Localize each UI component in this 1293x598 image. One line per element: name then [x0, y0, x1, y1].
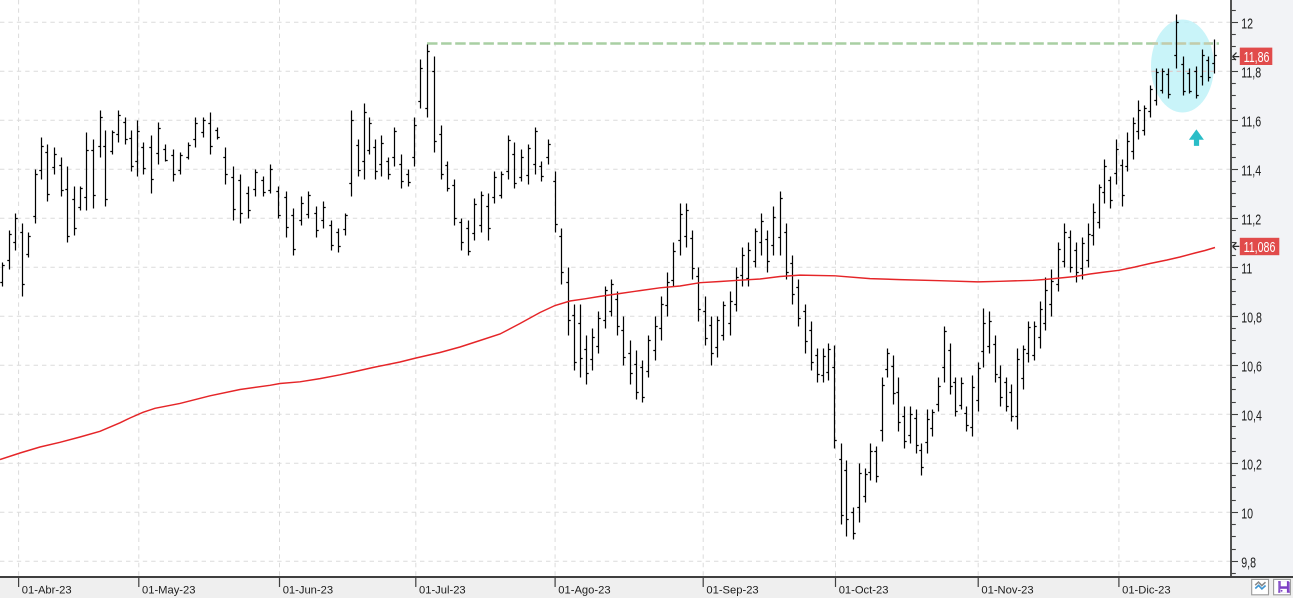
svg-text:10,6: 10,6 [1241, 357, 1262, 374]
svg-text:10: 10 [1241, 504, 1253, 521]
svg-text:01-Dic-23: 01-Dic-23 [1122, 584, 1171, 596]
svg-text:01-Nov-23: 01-Nov-23 [981, 584, 1033, 596]
svg-text:9,8: 9,8 [1241, 553, 1256, 570]
svg-text:01-Abr-23: 01-Abr-23 [22, 584, 72, 596]
svg-text:10,4: 10,4 [1241, 406, 1262, 423]
svg-text:01-Oct-23: 01-Oct-23 [839, 584, 889, 596]
svg-text:11,8: 11,8 [1241, 63, 1261, 80]
svg-text:11,4: 11,4 [1241, 161, 1261, 178]
svg-text:11,6: 11,6 [1241, 112, 1261, 129]
svg-text:11,2: 11,2 [1241, 210, 1261, 227]
svg-text:11,086: 11,086 [1244, 238, 1276, 255]
svg-text:01-Sep-23: 01-Sep-23 [706, 584, 758, 596]
svg-text:01-Ago-23: 01-Ago-23 [558, 584, 610, 596]
svg-text:11: 11 [1241, 259, 1252, 276]
svg-text:10,2: 10,2 [1241, 455, 1262, 472]
svg-text:11,86: 11,86 [1244, 48, 1270, 65]
svg-text:01-Jul-23: 01-Jul-23 [419, 584, 466, 596]
svg-text:12: 12 [1241, 14, 1253, 31]
svg-text:10,8: 10,8 [1241, 308, 1262, 325]
svg-text:01-May-23: 01-May-23 [142, 584, 195, 596]
svg-text:01-Jun-23: 01-Jun-23 [283, 584, 333, 596]
